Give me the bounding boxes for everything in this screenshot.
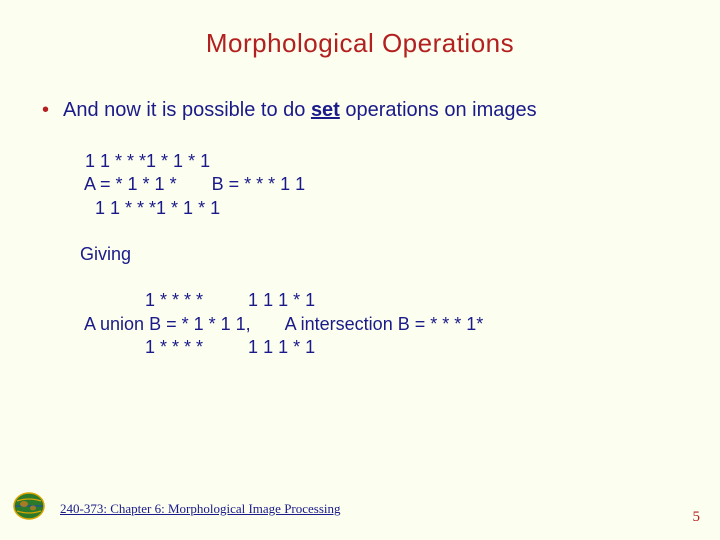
footer-text: 240-373: Chapter 6: Morphological Image …	[60, 501, 341, 517]
giving-label: Giving	[80, 244, 720, 265]
bullet-marker: •	[42, 100, 49, 120]
matrices-ab: 1 1 * * *1 * 1 * 1 A = * 1 * 1 * B = * *…	[80, 150, 720, 220]
page-number: 5	[693, 509, 701, 526]
result-matrices: 1 * * * * 1 1 1 * 1 A union B = * 1 * 1 …	[80, 289, 720, 359]
bullet-emph: set	[311, 99, 340, 121]
bullet-text: And now it is possible to do set operati…	[63, 99, 537, 122]
bullet-item: • And now it is possible to do set opera…	[42, 99, 720, 122]
slide-title: Morphological Operations	[0, 0, 720, 59]
globe-icon	[12, 491, 46, 526]
bullet-pre: And now it is possible to do	[63, 99, 311, 121]
footer: 240-373: Chapter 6: Morphological Image …	[0, 491, 720, 526]
bullet-post: operations on images	[340, 99, 537, 121]
